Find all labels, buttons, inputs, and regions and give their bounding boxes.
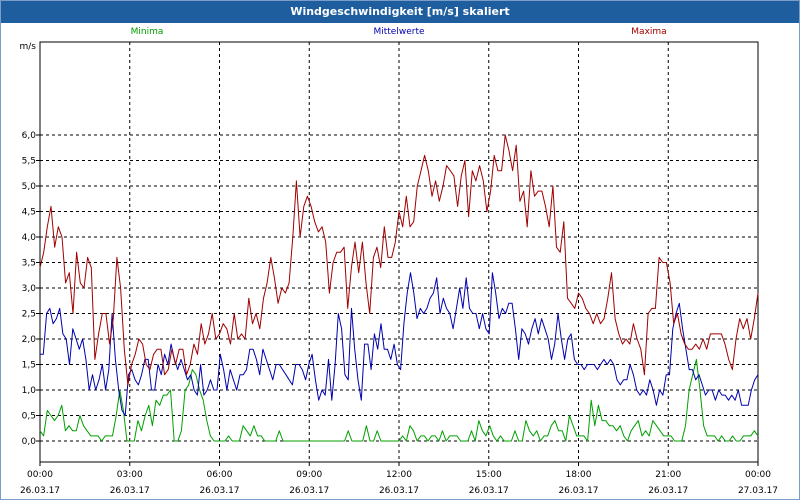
x-tick-time-label: 18:00: [566, 470, 592, 480]
y-tick-label: 5,5: [22, 157, 36, 167]
x-tick-time-label: 09:00: [296, 470, 322, 480]
x-tick-time-label: 00:00: [27, 470, 53, 480]
grid-lines: [40, 42, 758, 462]
y-tick-label: 3,5: [22, 259, 36, 269]
x-tick-date-label: 26.03.17: [648, 486, 688, 496]
window-title: Windgeschwindigkeit [m/s] skaliert: [1, 1, 799, 23]
x-tick-date-label: 27.03.17: [738, 486, 778, 496]
legend-entry: Maxima: [631, 27, 666, 37]
x-tick-date-label: 26.03.17: [20, 486, 60, 496]
series-line-2: [40, 272, 759, 416]
x-tick-time-label: 06:00: [207, 470, 233, 480]
y-axis-unit-label: m/s: [20, 42, 37, 52]
series-lines: [39, 134, 759, 442]
x-tick-date-label: 26.03.17: [558, 486, 598, 496]
x-tick-time-label: 12:00: [386, 470, 412, 480]
y-tick-label: 1,5: [22, 361, 36, 371]
x-tick-date-label: 26.03.17: [289, 486, 329, 496]
x-tick-time-label: 03:00: [117, 470, 143, 480]
x-tick-time-label: 00:00: [745, 470, 771, 480]
legend-entry: Mittelwerte: [373, 27, 424, 37]
y-tick-label: 0,0: [22, 437, 37, 447]
x-tick-date-label: 26.03.17: [379, 486, 419, 496]
y-tick-label: 2,0: [22, 335, 37, 345]
y-tick-label: 1,0: [22, 386, 37, 396]
x-tick-date-label: 26.03.17: [199, 486, 239, 496]
x-tick-date-label: 26.03.17: [469, 486, 509, 496]
y-tick-label: 4,5: [22, 208, 36, 218]
y-tick-label: 4,0: [22, 233, 37, 243]
y-tick-label: 6,0: [22, 131, 37, 141]
series-line-1: [39, 358, 759, 442]
y-tick-label: 0,5: [22, 412, 36, 422]
axes: 0,0 0,5 1,0 1,5 2,0 2,5 3,0 3,5 4,0 4,5 5,0 5,5 6,0 0…: [20, 131, 778, 496]
series-line-3: [39, 134, 759, 386]
y-tick-label: 5,0: [22, 182, 37, 192]
y-tick-label: 2,5: [22, 310, 36, 320]
x-tick-date-label: 26.03.17: [110, 486, 150, 496]
legend-entry: Minima: [131, 27, 164, 37]
legend: Minima Mittelwerte Maxima: [131, 27, 667, 37]
x-tick-time-label: 15:00: [476, 470, 502, 480]
x-tick-time-label: 21:00: [655, 470, 681, 480]
y-tick-label: 3,0: [22, 284, 37, 294]
